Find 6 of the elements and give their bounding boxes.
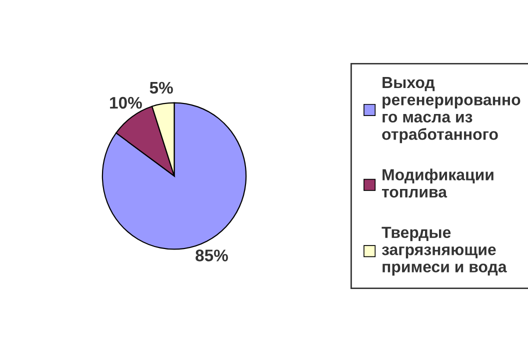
legend-label: Выход регенерированного масла из отработанного: [382, 77, 520, 144]
data-label: 85%: [196, 250, 228, 262]
data-label: 5%: [150, 82, 173, 94]
legend-label: Твердые загрязняющие примеси и вода: [382, 226, 507, 276]
legend-label: Модификации топлива: [382, 168, 494, 198]
data-label: 10%: [110, 96, 142, 109]
